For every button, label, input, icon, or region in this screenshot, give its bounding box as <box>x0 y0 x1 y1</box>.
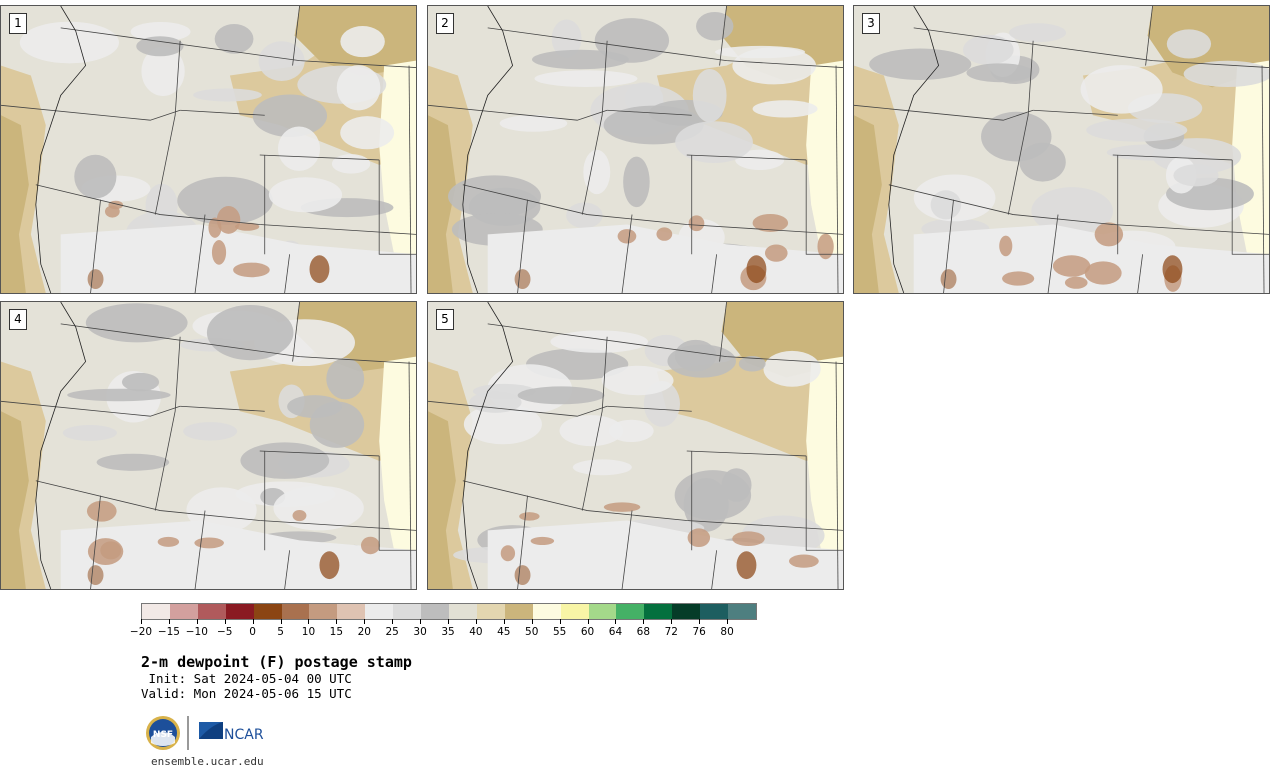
colorbar-tick <box>420 619 422 624</box>
colorbar-swatch <box>393 604 422 619</box>
colorbar-tick-label: 35 <box>441 626 455 638</box>
colorbar-tick-label: 60 <box>580 626 595 638</box>
colorbar-tick <box>615 619 617 624</box>
colorbar-tick-label: 30 <box>413 626 427 638</box>
colorbar-swatch <box>142 604 170 619</box>
colorbar-tick-label: 76 <box>692 626 706 638</box>
colorbar-tick-label: 20 <box>357 626 371 638</box>
colorbar-swatch <box>616 604 645 619</box>
colorbar-swatch <box>365 604 394 619</box>
colorbar-swatch <box>476 604 505 619</box>
colorbar-tick-label: 68 <box>636 626 651 638</box>
colorbar-swatch <box>700 604 729 619</box>
colorbar-tick-label: 40 <box>469 626 483 638</box>
colorbar-tick-label: −10 <box>185 626 208 638</box>
colorbar-swatch <box>309 604 338 619</box>
colorbar-tick-label: 15 <box>329 626 344 638</box>
map-panel-1: 1 <box>0 5 417 294</box>
colorbar-tick <box>531 619 533 624</box>
ncar-logo: NCAR <box>199 722 264 743</box>
colorbar-ticks: −20 −15 −10 −5 0 5 10 15 20 25 30 35 40 45 50 55 60 64 68 7… <box>130 619 755 641</box>
colorbar-swatch <box>504 604 533 619</box>
colorbar-swatch <box>728 604 756 619</box>
nsf-text: NSF <box>153 730 173 740</box>
colorbar-swatch <box>281 604 310 619</box>
colorbar-tick-label: −20 <box>129 626 153 638</box>
colorbar-swatch <box>532 604 561 619</box>
member-label-3: 3 <box>862 13 880 34</box>
dewpoint-map-5 <box>428 302 843 589</box>
colorbar-tick-label: 80 <box>720 626 734 638</box>
member-label-1: 1 <box>9 13 27 34</box>
nsf-logo: NSF <box>146 716 180 750</box>
colorbar-tick <box>699 619 701 624</box>
colorbar <box>141 603 757 620</box>
colorbar-tick <box>196 619 198 624</box>
colorbar-swatch <box>588 604 617 619</box>
colorbar-tick <box>141 619 142 624</box>
colorbar-swatch <box>253 604 282 619</box>
colorbar-tick <box>336 619 338 624</box>
colorbar-tick <box>168 619 170 624</box>
colorbar-swatch <box>448 604 477 619</box>
logo-group: NSF NCAR <box>145 713 275 753</box>
colorbar-tick-label: 10 <box>301 626 316 638</box>
colorbar-tick-label: 55 <box>552 626 567 638</box>
site-url: ensemble.ucar.edu <box>151 755 264 768</box>
colorbar-swatch <box>672 604 701 619</box>
colorbar-tick <box>587 619 589 624</box>
colorbar-tick-label: 72 <box>664 626 678 638</box>
colorbar-tick <box>559 619 561 624</box>
colorbar-swatch <box>560 604 589 619</box>
colorbar-tick <box>671 619 673 624</box>
colorbar-tick-label: 5 <box>277 626 284 638</box>
colorbar-tick <box>503 619 505 624</box>
colorbar-swatch <box>337 604 366 619</box>
colorbar-swatch <box>197 604 226 619</box>
colorbar-swatch <box>644 604 673 619</box>
dewpoint-map-4 <box>1 302 416 589</box>
dewpoint-map-2 <box>428 6 843 293</box>
map-panel-2: 2 <box>427 5 844 294</box>
colorbar-tick-label: 25 <box>385 626 399 638</box>
colorbar-tick <box>448 619 449 624</box>
colorbar-tick <box>392 619 394 624</box>
chart-title: 2-m dewpoint (F) postage stamp <box>141 653 412 671</box>
colorbar-tick <box>727 619 729 624</box>
colorbar-tick <box>475 619 477 624</box>
colorbar-swatch <box>421 604 449 619</box>
colorbar-tick <box>308 619 310 624</box>
colorbar-tick <box>252 619 254 624</box>
init-time: Init: Sat 2024-05-04 00 UTC <box>141 671 352 686</box>
colorbar-tick-label: 64 <box>608 626 623 638</box>
colorbar-tick-label: −15 <box>157 626 180 638</box>
dewpoint-map-1 <box>1 6 416 293</box>
ncar-text: NCAR <box>224 727 264 743</box>
colorbar-tick <box>364 619 366 624</box>
colorbar-tick-label: 0 <box>249 626 256 638</box>
colorbar-swatch <box>225 604 254 619</box>
member-label-4: 4 <box>9 309 27 330</box>
colorbar-tick-label: 45 <box>497 626 511 638</box>
colorbar-tick-label: 50 <box>525 626 539 638</box>
map-panel-3: 3 <box>853 5 1270 294</box>
map-panel-4: 4 <box>0 301 417 590</box>
colorbar-tick <box>643 619 645 624</box>
colorbar-tick-label: −5 <box>216 626 233 638</box>
member-label-2: 2 <box>436 13 454 34</box>
dewpoint-map-3 <box>854 6 1269 293</box>
map-panel-5: 5 <box>427 301 844 590</box>
valid-time: Valid: Mon 2024-05-06 15 UTC <box>141 686 352 701</box>
colorbar-tick <box>280 619 282 624</box>
colorbar-tick <box>224 619 226 624</box>
member-label-5: 5 <box>436 309 454 330</box>
colorbar-swatch <box>169 604 198 619</box>
